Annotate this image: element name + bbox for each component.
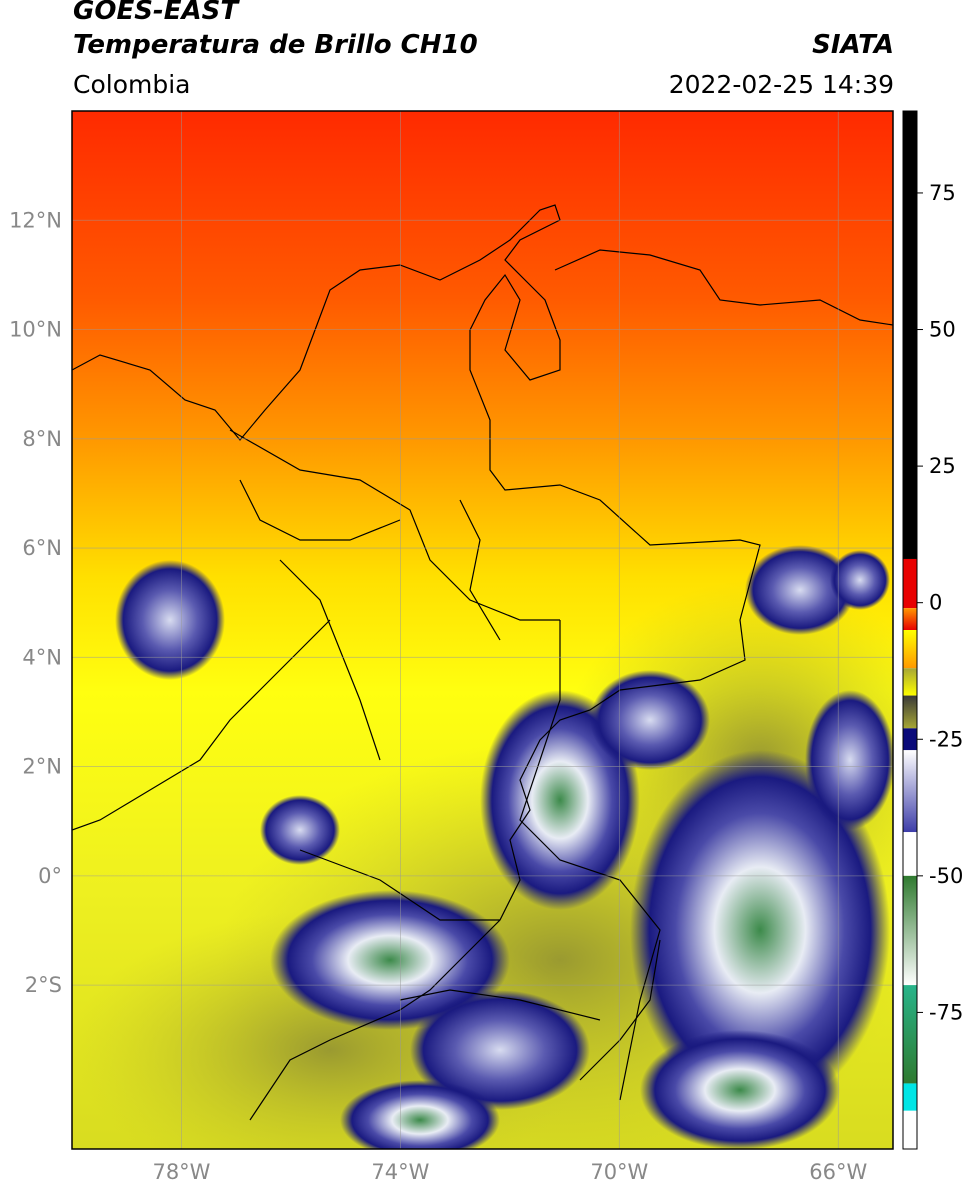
colorbar: 75 50 25 0 -25 -50 -75 bbox=[902, 110, 963, 1150]
longitude-ticks: 78°W 74°W 70°W 66°W bbox=[152, 1160, 867, 1184]
map-frame bbox=[71, 110, 894, 1150]
colorbar-band bbox=[903, 111, 917, 559]
colorbar-tick-label: -25 bbox=[929, 727, 963, 751]
colorbar-tick-label: -75 bbox=[929, 1000, 963, 1024]
colorbar-tick-label: -50 bbox=[929, 864, 963, 888]
map-plot-area bbox=[72, 111, 893, 1149]
brand-label: SIATA bbox=[812, 30, 894, 60]
datetime-label: 2022-02-25 14:39 bbox=[668, 70, 894, 99]
cloud-clusters bbox=[115, 545, 893, 1149]
colorbar-band bbox=[903, 750, 917, 833]
latitude-ticks: 12°N 10°N 8°N 6°N 4°N 2°N 0° 2°S bbox=[9, 208, 62, 997]
colorbar-band bbox=[903, 695, 917, 729]
colorbar-band bbox=[903, 728, 917, 751]
colorbar-tick-label: 0 bbox=[929, 591, 942, 615]
lat-tick-label: 2°S bbox=[25, 973, 62, 997]
colorbar-band bbox=[903, 558, 917, 609]
lat-tick-label: 0° bbox=[38, 864, 62, 888]
colorbar-band bbox=[903, 1110, 917, 1149]
lat-tick-label: 10°N bbox=[9, 318, 62, 342]
colorbar-band bbox=[903, 668, 917, 696]
colorbar-band bbox=[903, 1083, 917, 1111]
colorbar-band bbox=[903, 608, 917, 630]
satellite-title: GOES-EAST bbox=[73, 0, 239, 26]
lon-tick-label: 74°W bbox=[371, 1160, 429, 1184]
lon-tick-label: 70°W bbox=[590, 1160, 648, 1184]
colorbar-band bbox=[903, 985, 917, 1084]
coastlines-borders bbox=[72, 204, 893, 1121]
lat-tick-label: 8°N bbox=[22, 427, 62, 451]
colorbar-band bbox=[903, 630, 917, 669]
colorbar-band bbox=[903, 832, 917, 876]
colorbar-tick-label: 75 bbox=[929, 181, 956, 205]
lon-tick-label: 66°W bbox=[809, 1160, 867, 1184]
colorbar-band bbox=[903, 875, 917, 986]
colorbar-tick-label: 25 bbox=[929, 454, 956, 478]
colorbar-tick-label: 50 bbox=[929, 318, 956, 342]
lat-tick-label: 6°N bbox=[22, 536, 62, 560]
colorbar-frame bbox=[902, 110, 918, 1150]
lon-tick-label: 78°W bbox=[152, 1160, 210, 1184]
lat-tick-label: 4°N bbox=[22, 645, 62, 669]
lat-tick-label: 2°N bbox=[22, 755, 62, 779]
graticule bbox=[72, 111, 893, 1149]
product-title: Temperatura de Brillo CH10 bbox=[73, 30, 478, 60]
lat-tick-label: 12°N bbox=[9, 208, 62, 232]
region-label: Colombia bbox=[73, 70, 191, 99]
